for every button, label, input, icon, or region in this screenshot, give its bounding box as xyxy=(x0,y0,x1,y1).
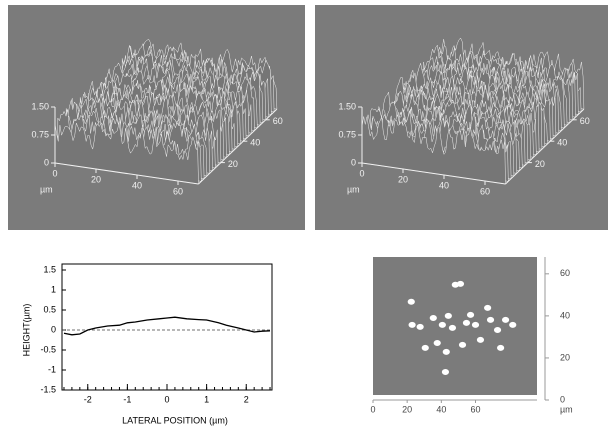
particle xyxy=(408,321,416,328)
particle xyxy=(462,319,471,326)
x-tick-label: 0 xyxy=(164,394,169,404)
particle xyxy=(421,344,429,351)
particle xyxy=(433,340,441,347)
x-tick-label: 60 xyxy=(470,404,480,414)
y-tick-label: -1.5 xyxy=(40,384,56,394)
particle xyxy=(484,304,492,311)
y-tick-label: 40 xyxy=(560,310,570,320)
y-tick-label: 60 xyxy=(273,116,283,126)
particle xyxy=(458,341,467,348)
particle xyxy=(466,311,475,318)
particle xyxy=(509,321,517,328)
x-tick-label: 20 xyxy=(398,174,408,184)
y-tick-label: 1 xyxy=(51,284,56,294)
x-tick-label: 0 xyxy=(370,404,375,414)
particle xyxy=(497,344,505,351)
data-line xyxy=(63,316,271,336)
surface-ridge xyxy=(361,116,506,185)
z-tick-label: 1.50 xyxy=(31,101,49,111)
z-tick-label: 0.75 xyxy=(338,129,356,139)
axis-line xyxy=(505,108,585,185)
particle xyxy=(476,336,485,343)
particle xyxy=(493,326,502,333)
z-tick-label: 0 xyxy=(351,157,356,167)
particle xyxy=(456,280,465,287)
x-tick-label: 2 xyxy=(244,394,249,404)
axis-line xyxy=(361,162,506,185)
y-tick-label: 0.5 xyxy=(43,304,56,314)
x-tick-label: 0 xyxy=(52,168,57,178)
y-tick-label: 60 xyxy=(580,116,590,126)
x-tick-label: 60 xyxy=(480,186,490,196)
y-tick-label: 40 xyxy=(250,138,260,148)
y-tick-label: -0.5 xyxy=(40,344,56,354)
y-axis-label: HEIGHT(µm) xyxy=(21,304,31,357)
particle xyxy=(429,314,437,321)
x-tick-label: 60 xyxy=(173,186,183,196)
x-tick-label: 40 xyxy=(439,180,449,190)
surface-ridge xyxy=(54,122,199,185)
axis-line xyxy=(54,162,199,185)
x-tick-label: -1 xyxy=(123,394,131,404)
axis-line xyxy=(198,108,278,185)
particle xyxy=(486,316,495,323)
particle xyxy=(416,323,424,330)
x-tick-label: 0 xyxy=(359,168,364,178)
particle xyxy=(438,321,446,328)
x-tick-label: 20 xyxy=(91,174,101,184)
y-tick-label: 20 xyxy=(228,159,238,169)
z-tick-label: 1.50 xyxy=(338,101,356,111)
particle xyxy=(442,348,450,355)
x-tick-label: 1 xyxy=(204,394,209,404)
y-tick-label: 1.5 xyxy=(43,264,56,274)
x-tick-label: 40 xyxy=(436,404,446,414)
plot-frame xyxy=(61,263,273,391)
y-tick-label: 0 xyxy=(51,324,56,334)
x-axis-label: µm xyxy=(560,404,573,414)
y-tick-label: -1 xyxy=(48,364,56,374)
x-axis-label: LATERAL POSITION (µm) xyxy=(122,415,228,425)
y-tick-label: 40 xyxy=(557,138,567,148)
y-tick-label: 20 xyxy=(535,159,545,169)
particle xyxy=(444,312,452,319)
particle xyxy=(471,321,480,328)
particle xyxy=(407,298,415,305)
x-tick-label: 40 xyxy=(132,180,142,190)
particle xyxy=(441,369,450,376)
z-tick-label: 0.75 xyxy=(31,129,49,139)
y-tick-label: 60 xyxy=(560,268,570,278)
particle xyxy=(448,324,457,331)
y-tick-label: 0 xyxy=(560,394,565,404)
x-axis-label: µm xyxy=(347,184,360,194)
x-tick-label: 20 xyxy=(402,404,412,414)
particle xyxy=(501,316,510,323)
x-axis-label: µm xyxy=(40,184,53,194)
z-tick-label: 0 xyxy=(44,157,49,167)
y-tick-label: 20 xyxy=(560,352,570,362)
x-tick-label: -2 xyxy=(84,394,92,404)
